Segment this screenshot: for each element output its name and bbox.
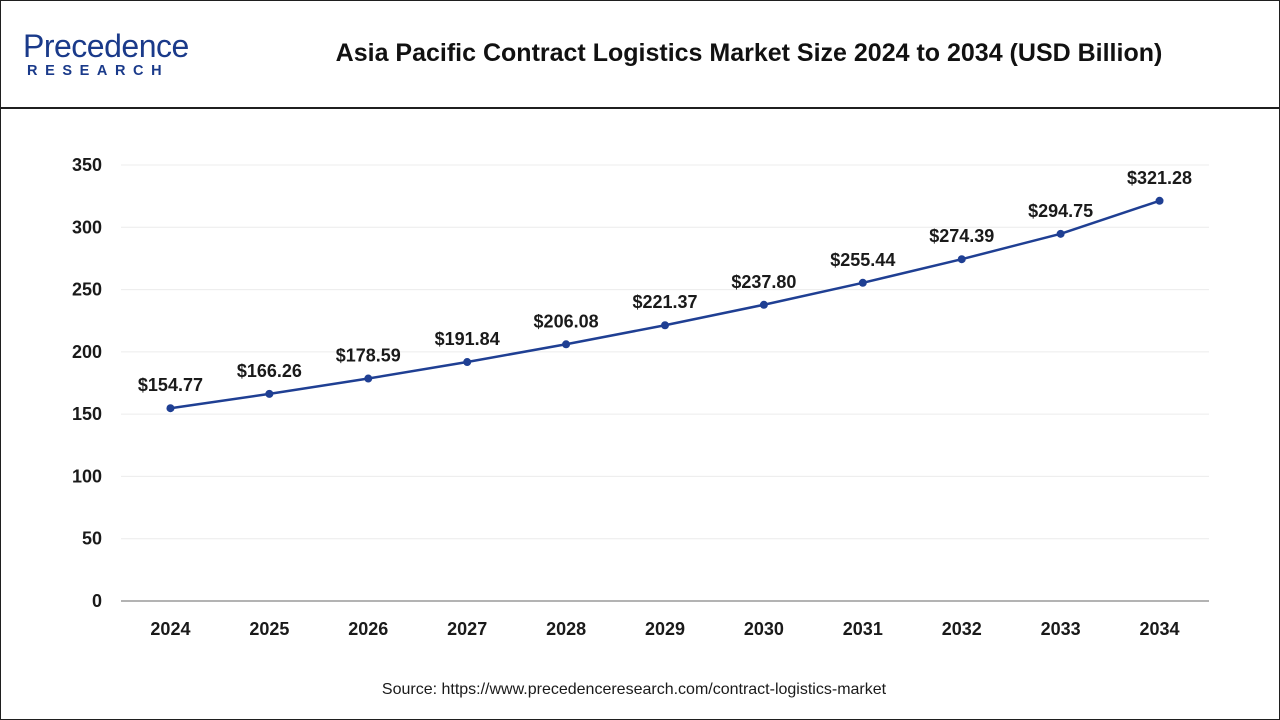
header: Precedence RESEARCH Asia Pacific Contrac… <box>1 1 1279 109</box>
data-label: $166.26 <box>237 361 302 381</box>
y-tick-label: 350 <box>72 155 102 175</box>
data-point <box>463 358 472 367</box>
y-tick-label: 200 <box>72 342 102 362</box>
x-tick-label: 2032 <box>942 619 982 639</box>
brand-logo-subtitle: RESEARCH <box>27 63 170 79</box>
x-tick-label: 2026 <box>348 619 388 639</box>
data-point <box>166 404 175 413</box>
data-point <box>1056 229 1065 238</box>
data-label: $294.75 <box>1028 201 1093 221</box>
x-tick-label: 2030 <box>744 619 784 639</box>
data-label: $255.44 <box>830 250 895 270</box>
source-note: Source: https://www.precedenceresearch.c… <box>381 681 887 698</box>
data-point <box>265 389 274 398</box>
brand-logo: Precedence RESEARCH <box>23 29 223 83</box>
brand-logo-wordmark: Precedence <box>23 28 189 64</box>
x-tick-label: 2031 <box>843 619 883 639</box>
data-point <box>957 255 966 264</box>
data-label: $154.77 <box>138 375 203 395</box>
data-label: $274.39 <box>929 226 994 246</box>
chart-title: Asia Pacific Contract Logistics Market S… <box>335 39 1163 67</box>
x-tick-label: 2033 <box>1041 619 1081 639</box>
data-labels: $154.77 $166.26 $178.59 $191.84 $206.08 $221.… <box>138 168 1192 395</box>
data-label: $178.59 <box>336 346 401 366</box>
x-tick-label: 2024 <box>150 619 190 639</box>
data-point <box>364 374 373 383</box>
data-label: $321.28 <box>1127 168 1192 188</box>
data-label: $191.84 <box>435 329 500 349</box>
x-tick-label: 2034 <box>1140 619 1180 639</box>
data-point <box>759 300 768 309</box>
x-tick-label: 2028 <box>546 619 586 639</box>
data-series <box>166 196 1164 413</box>
y-tick-label: 0 <box>92 591 102 611</box>
x-tick-label: 2029 <box>645 619 685 639</box>
data-point <box>661 321 669 330</box>
data-label: $237.80 <box>731 272 796 292</box>
y-tick-label: 150 <box>72 404 102 424</box>
gridlines <box>121 164 1209 540</box>
data-label: $206.08 <box>534 311 599 331</box>
y-tick-label: 250 <box>72 280 102 300</box>
data-point <box>858 278 867 287</box>
axes: 0 50 100 150 200 250 300 350 2024 2025 2026 2027 202… <box>72 155 1209 639</box>
y-tick-label: 100 <box>72 466 102 486</box>
y-tick-label: 50 <box>82 529 102 549</box>
x-tick-label: 2025 <box>249 619 289 639</box>
data-point <box>1155 196 1164 205</box>
x-tick-label: 2027 <box>447 619 487 639</box>
data-label: $221.37 <box>632 292 697 312</box>
y-tick-label: 300 <box>72 217 102 237</box>
data-point <box>562 340 571 349</box>
